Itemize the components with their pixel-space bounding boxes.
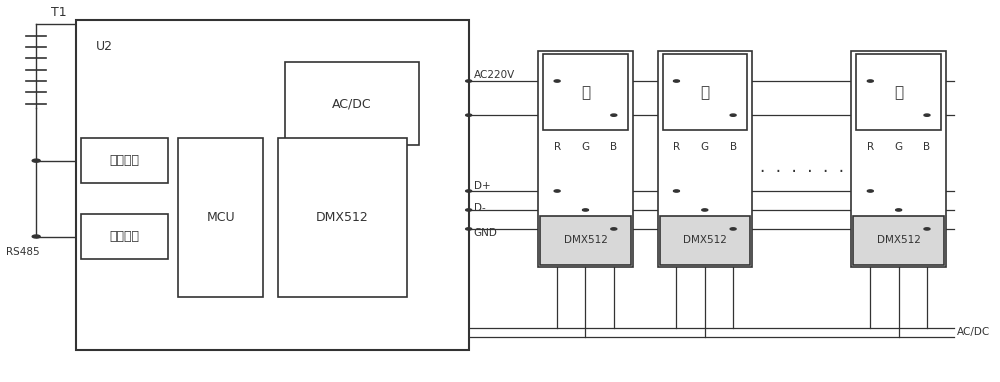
FancyBboxPatch shape (540, 216, 631, 265)
Text: B: B (610, 142, 617, 152)
FancyBboxPatch shape (76, 20, 469, 350)
FancyBboxPatch shape (543, 55, 628, 130)
FancyBboxPatch shape (278, 138, 407, 297)
Circle shape (582, 209, 588, 211)
FancyBboxPatch shape (856, 55, 941, 130)
Text: AC/DC: AC/DC (332, 97, 372, 110)
Circle shape (554, 80, 560, 82)
Text: B: B (730, 142, 737, 152)
Circle shape (673, 80, 679, 82)
Text: D-: D- (474, 203, 485, 213)
FancyBboxPatch shape (853, 216, 944, 265)
Text: R: R (554, 142, 561, 152)
FancyBboxPatch shape (81, 214, 168, 259)
Circle shape (32, 235, 40, 238)
Text: G: G (701, 142, 709, 152)
Text: G: G (895, 142, 903, 152)
Text: B: B (923, 142, 931, 152)
Text: T1: T1 (51, 6, 67, 19)
FancyBboxPatch shape (658, 51, 752, 267)
Circle shape (867, 80, 873, 82)
Text: 无线通讯: 无线通讯 (110, 154, 140, 167)
Circle shape (611, 228, 617, 230)
Circle shape (673, 190, 679, 192)
Circle shape (32, 159, 40, 162)
FancyBboxPatch shape (663, 55, 747, 130)
Circle shape (466, 80, 472, 82)
Text: D+: D+ (474, 181, 490, 191)
Text: 转换单元: 转换单元 (110, 230, 140, 243)
Text: MCU: MCU (206, 211, 235, 224)
Text: DMX512: DMX512 (316, 211, 369, 224)
FancyBboxPatch shape (851, 51, 946, 267)
Circle shape (896, 209, 902, 211)
Text: R: R (867, 142, 874, 152)
FancyBboxPatch shape (538, 51, 633, 267)
Text: AC/DC: AC/DC (957, 327, 990, 337)
Circle shape (924, 228, 930, 230)
Text: DMX512: DMX512 (564, 235, 607, 245)
Circle shape (466, 228, 472, 230)
Text: DMX512: DMX512 (683, 235, 727, 245)
Circle shape (924, 114, 930, 116)
Text: U2: U2 (96, 40, 113, 53)
FancyBboxPatch shape (81, 138, 168, 183)
Circle shape (730, 228, 736, 230)
Text: R: R (673, 142, 680, 152)
Text: GND: GND (474, 228, 498, 238)
Circle shape (466, 190, 472, 192)
Circle shape (702, 209, 708, 211)
Text: 灯: 灯 (894, 85, 903, 100)
Text: 灯: 灯 (700, 85, 709, 100)
Circle shape (867, 190, 873, 192)
Circle shape (466, 209, 472, 211)
Text: 灯: 灯 (581, 85, 590, 100)
Text: AC220V: AC220V (474, 70, 515, 80)
Circle shape (730, 114, 736, 116)
FancyBboxPatch shape (178, 138, 263, 297)
Text: DMX512: DMX512 (877, 235, 921, 245)
Text: RS485: RS485 (6, 247, 40, 257)
FancyBboxPatch shape (660, 216, 750, 265)
Text: ·  ·  ·  ·  ·  ·: · · · · · · (760, 163, 844, 181)
Text: G: G (581, 142, 590, 152)
Circle shape (554, 190, 560, 192)
Circle shape (466, 114, 472, 116)
FancyBboxPatch shape (285, 62, 419, 146)
Circle shape (611, 114, 617, 116)
